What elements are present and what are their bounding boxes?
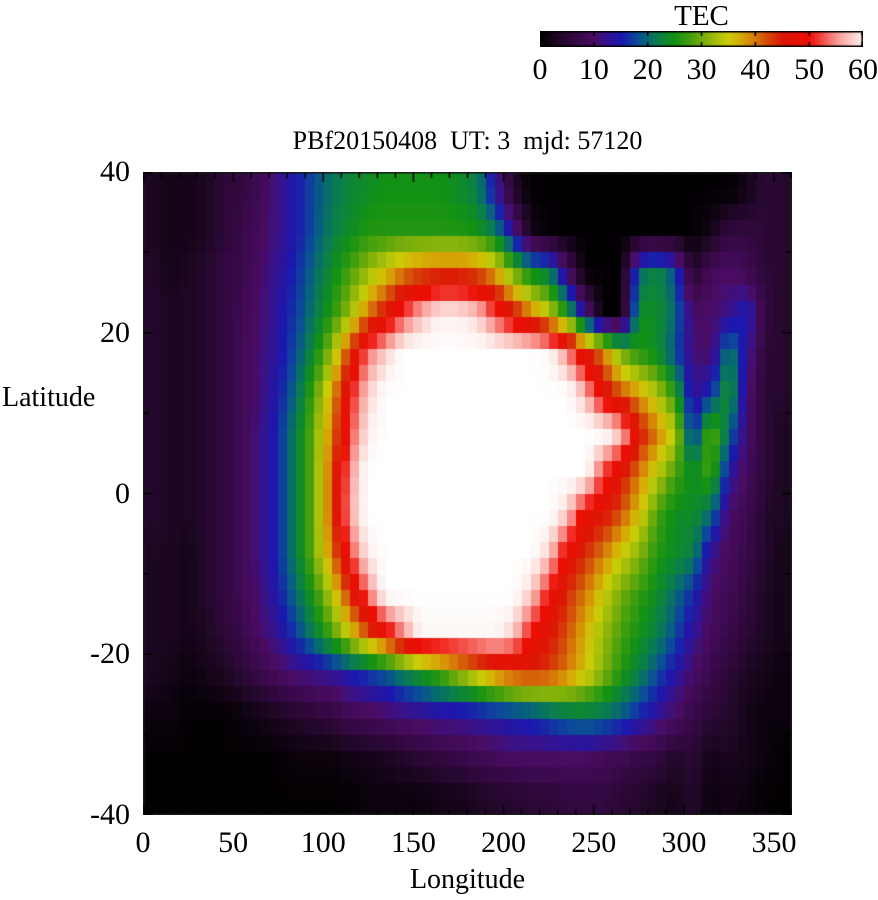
colorbar-tick-label: 20 (632, 53, 663, 86)
y-tick-label: 40 (100, 155, 130, 188)
y-tick-label: 20 (100, 315, 130, 349)
y-tick-label: -20 (90, 637, 130, 671)
x-axis-label: Longitude (409, 864, 526, 895)
colorbar-tick-label: 60 (848, 53, 878, 86)
x-tick-label: 50 (218, 826, 249, 859)
x-tick-label: 250 (571, 826, 617, 859)
x-tick-label: 200 (481, 826, 527, 859)
plot-title: PBf20150408 UT: 3 mjd: 57120 (292, 126, 643, 155)
colorbar-tick-label: 30 (686, 53, 717, 86)
colorbar-tick-label: 0 (532, 53, 548, 86)
colorbar-tick-label: 50 (794, 53, 825, 86)
x-tick-label: 100 (300, 826, 346, 859)
heatmap-canvas (143, 172, 792, 815)
colorbar-tick-label: 40 (740, 53, 771, 86)
x-tick-label: 350 (751, 826, 797, 859)
y-tick-label: 0 (115, 476, 130, 510)
y-axis-label: Latitude (2, 382, 96, 413)
colorbar-gradient (540, 31, 863, 47)
x-tick-label: 150 (390, 826, 436, 859)
y-tick-label: -40 (90, 798, 130, 831)
x-tick-label: 300 (661, 826, 707, 859)
colorbar-tick-label: 10 (578, 53, 609, 86)
colorbar-title: TEC (674, 0, 729, 32)
x-tick-label: 0 (135, 826, 151, 859)
